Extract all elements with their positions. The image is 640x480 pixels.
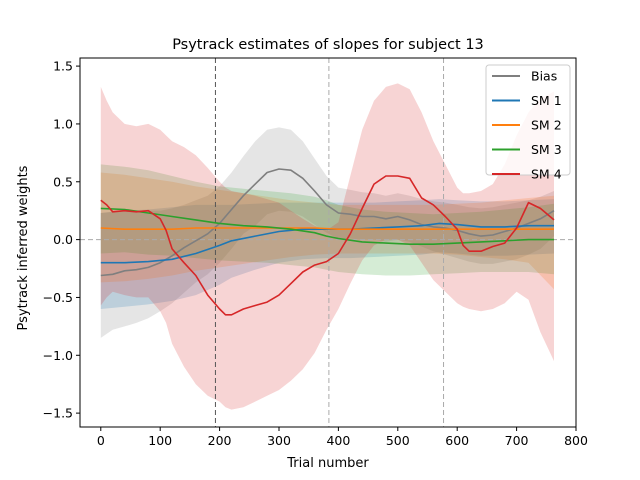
plot-inner <box>80 58 576 427</box>
x-tick-label-3: 300 <box>267 433 291 448</box>
series-line-4 <box>100 175 555 316</box>
legend-label-0: Bias <box>531 69 557 84</box>
x-tick-label-7: 700 <box>505 433 529 448</box>
legend-box <box>485 64 571 176</box>
legend-label-1: SM 1 <box>531 93 562 108</box>
x-tick-label-6: 600 <box>445 433 469 448</box>
confidence-band-series-4 <box>100 83 555 410</box>
y-tick-label-3: 0.0 <box>53 232 73 247</box>
confidence-band-series-1 <box>100 199 555 309</box>
legend-label-3: SM 3 <box>531 142 562 157</box>
chart-title: Psytrack estimates of slopes for subject… <box>172 37 484 53</box>
y-axis-title: Psytrack inferred weights <box>16 165 31 330</box>
series-line-2 <box>100 227 554 230</box>
plot-area: 0 100 200 300 400 500 600 700 800 −1.5 −1.0 −0.5 0.0… <box>43 57 588 448</box>
confidence-band-series-0 <box>100 127 555 338</box>
x-axis-title: Trial number <box>286 456 369 471</box>
confidence-band-series-2 <box>100 172 555 290</box>
y-tick-label-1: −1.0 <box>43 348 73 363</box>
y-tick-label-4: 0.5 <box>53 174 73 189</box>
series-line-3 <box>100 207 554 245</box>
legend-label-4: SM 4 <box>531 167 562 182</box>
y-tick-label-6: 1.5 <box>53 59 73 74</box>
x-tick-label-4: 400 <box>326 433 350 448</box>
x-tick-label-1: 100 <box>148 433 172 448</box>
x-tick-label-8: 800 <box>564 433 588 448</box>
y-tick-label-0: −1.5 <box>43 406 73 421</box>
x-tick-label-0: 0 <box>97 433 105 448</box>
legend: Bias SM 1 SM 2 SM 3 SM 4 <box>485 64 571 182</box>
legend-label-2: SM 2 <box>531 118 562 133</box>
x-tick-label-2: 200 <box>208 433 232 448</box>
axes-frame <box>79 57 577 428</box>
y-tick-label-2: −0.5 <box>43 290 73 305</box>
y-tick-label-5: 1.0 <box>53 116 73 131</box>
x-tick-label-5: 500 <box>386 433 410 448</box>
